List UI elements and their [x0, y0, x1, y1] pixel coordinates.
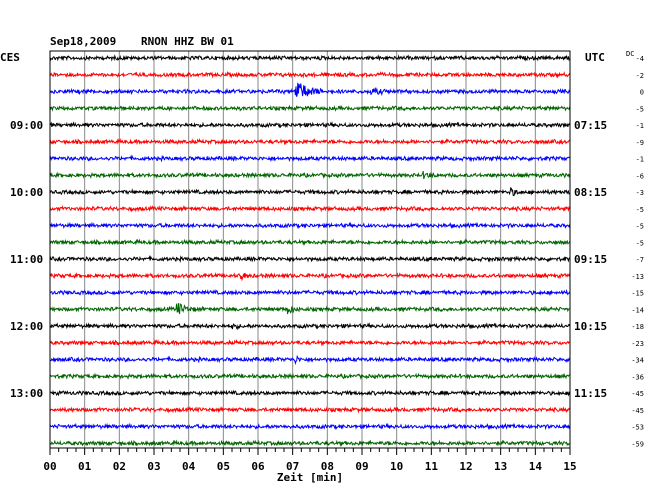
- trace-row-9: [49, 186, 570, 197]
- trace-row-15: [49, 288, 571, 297]
- x-axis-label: Zeit [min]: [277, 471, 343, 484]
- dc-offset-label: -5: [636, 206, 644, 214]
- dc-offset-label: -9: [636, 139, 644, 147]
- trace-row-4: [49, 104, 571, 113]
- trace-row-3: [49, 82, 571, 97]
- x-tick-label: 06: [251, 460, 265, 473]
- x-tick-label: 08: [321, 460, 334, 473]
- dc-offset-label: -45: [631, 407, 644, 415]
- trace-row-13: [49, 254, 571, 263]
- left-time-label: 13:00: [10, 387, 43, 400]
- trace-row-16: [49, 302, 570, 315]
- trace-row-19: [49, 354, 571, 366]
- dc-header-label: DC: [626, 50, 634, 58]
- dc-offset-label: -15: [631, 290, 644, 298]
- dc-offset-label: -6: [636, 172, 644, 180]
- trace-row-5: [49, 121, 571, 129]
- dc-offset-label: -59: [631, 440, 644, 448]
- x-tick-label: 12: [459, 460, 472, 473]
- right-time-label: 08:15: [574, 186, 607, 199]
- x-tick-label: 00: [43, 460, 56, 473]
- trace-row-20: [49, 372, 570, 381]
- dc-offset-label: -18: [631, 323, 644, 331]
- right-time-label: 11:15: [574, 387, 607, 400]
- dc-offset-label: -5: [636, 223, 644, 231]
- dc-offset-label: -36: [631, 373, 644, 381]
- trace-row-11: [49, 221, 571, 230]
- trace-row-18: [49, 338, 570, 347]
- right-time-label: 09:15: [574, 253, 607, 266]
- dc-offset-label: -5: [636, 239, 644, 247]
- trace-row-6: [49, 137, 570, 146]
- x-tick-label: 14: [529, 460, 543, 473]
- x-tick-label: 02: [113, 460, 126, 473]
- trace-row-22: [49, 405, 571, 414]
- left-time-label: 12:00: [10, 320, 43, 333]
- header-station: RNON HHZ BW 01: [141, 35, 234, 48]
- left-time-label: 11:00: [10, 253, 43, 266]
- header-date: Sep18,2009: [50, 35, 116, 48]
- dc-offset-label: -1: [636, 156, 644, 164]
- x-tick-label: 03: [147, 460, 160, 473]
- trace-row-14: [49, 271, 571, 282]
- dc-offset-label: -34: [631, 357, 644, 365]
- trace-row-23: [49, 422, 571, 431]
- left-time-label: 10:00: [10, 186, 43, 199]
- trace-row-24: [49, 439, 570, 447]
- trace-group: [49, 54, 571, 447]
- x-tick-label: 09: [355, 460, 368, 473]
- plot-frame: [49, 50, 571, 455]
- right-zone-label: UTC: [585, 51, 605, 64]
- x-tick-label: 15: [563, 460, 576, 473]
- dc-offset-label: 0: [640, 89, 644, 97]
- x-tick-label: 01: [78, 460, 92, 473]
- dc-offset-label: -3: [636, 189, 644, 197]
- x-tick-label: 04: [182, 460, 196, 473]
- grid: [84, 51, 536, 448]
- dc-offset-label: -4: [636, 55, 644, 63]
- trace-row-21: [49, 389, 571, 397]
- dc-offset-label: -13: [631, 273, 644, 281]
- x-tick-label: 13: [494, 460, 507, 473]
- dc-offset-label: -45: [631, 390, 644, 398]
- left-zone-label: CES: [0, 51, 20, 64]
- dc-offset-label: -2: [636, 72, 644, 80]
- right-time-label: 07:15: [574, 119, 607, 132]
- right-time-label: 10:15: [574, 320, 607, 333]
- trace-row-8: [49, 170, 571, 180]
- dc-offset-label: -53: [631, 424, 644, 432]
- x-tick-label: 05: [217, 460, 230, 473]
- x-tick-label: 11: [425, 460, 439, 473]
- trace-row-7: [49, 154, 570, 163]
- trace-row-17: [49, 322, 571, 331]
- x-tick-label: 10: [390, 460, 403, 473]
- dc-offset-label: -5: [636, 105, 644, 113]
- dc-offset-label: -1: [636, 122, 644, 130]
- trace-row-12: [49, 238, 571, 246]
- dc-offset-label: -23: [631, 340, 644, 348]
- x-tick-label: 07: [286, 460, 299, 473]
- left-time-label: 09:00: [10, 119, 43, 132]
- axis-labels: 00 01 02 03 04 05 06 07 08 09 10 11 12 13 14 15 09:00 10:…: [10, 55, 644, 473]
- trace-row-10: [49, 204, 571, 213]
- dc-offset-label: -7: [636, 256, 644, 264]
- trace-row-1: [49, 54, 571, 62]
- dc-offset-label: -14: [631, 306, 644, 314]
- trace-row-2: [49, 70, 571, 79]
